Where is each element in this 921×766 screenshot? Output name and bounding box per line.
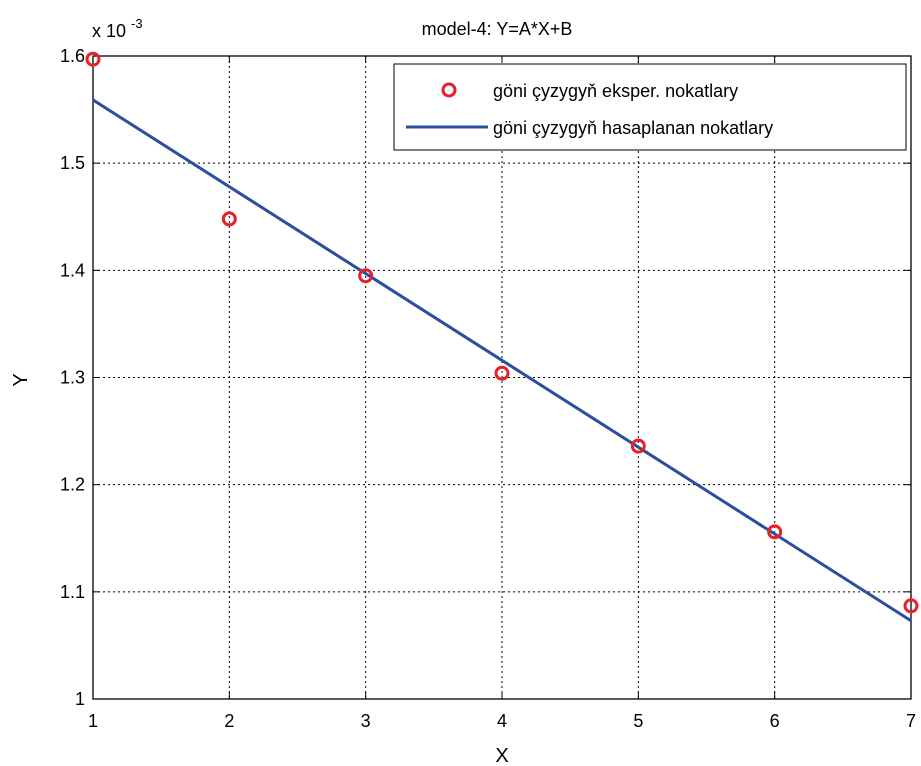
legend-label-calculated: göni çyzygyň hasaplanan nokatlary — [493, 118, 773, 138]
y-tick-label: 1.5 — [60, 153, 85, 173]
y-multiplier-exponent: -3 — [131, 16, 143, 31]
experimental-point — [221, 211, 237, 227]
y-tick-label: 1.2 — [60, 475, 85, 495]
y-multiplier: x 10 -3 — [92, 16, 143, 41]
y-tick-label: 1 — [75, 689, 85, 709]
experimental-point — [358, 268, 374, 284]
legend: göni çyzygyň eksper. nokatlary göni çyzy… — [393, 63, 907, 151]
y-tick-label: 1.6 — [60, 46, 85, 66]
legend-marker-circle — [441, 82, 457, 98]
experimental-point — [630, 438, 646, 454]
x-tick-label: 6 — [770, 711, 780, 731]
y-multiplier-base: x 10 — [92, 21, 126, 41]
y-tick-label: 1.1 — [60, 582, 85, 602]
y-axis-label: Y — [10, 373, 32, 386]
x-axis-label: X — [495, 745, 508, 766]
experimental-point — [494, 365, 510, 381]
chart-title: model-4: Y=A*X+B — [422, 19, 573, 39]
y-tick-label: 1.3 — [60, 368, 85, 388]
legend-label-experimental: göni çyzygyň eksper. nokatlary — [493, 81, 738, 101]
experimental-point — [903, 598, 919, 614]
x-tick-label: 2 — [224, 711, 234, 731]
x-tick-label: 4 — [497, 711, 507, 731]
grid — [92, 55, 912, 700]
axes: 1 2 3 4 5 6 7 1 1.1 1.2 1.3 1.4 1.5 1.6 — [60, 46, 916, 731]
experimental-point — [767, 524, 783, 540]
x-tick-label: 1 — [88, 711, 98, 731]
plot-series — [85, 51, 919, 623]
x-tick-label: 3 — [361, 711, 371, 731]
y-tick-label: 1.4 — [60, 260, 85, 280]
legend-box — [393, 63, 907, 151]
calculated-line — [92, 98, 912, 623]
x-tick-label: 5 — [633, 711, 643, 731]
experimental-point — [85, 51, 101, 67]
x-tick-label: 7 — [906, 711, 916, 731]
